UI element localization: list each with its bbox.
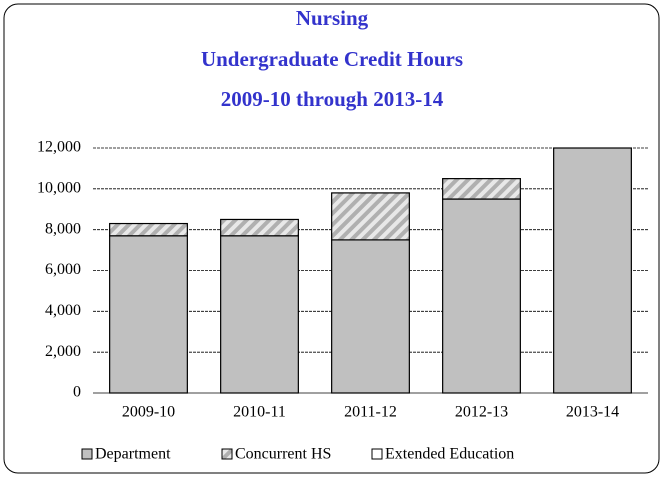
- bar-segment: [442, 178, 521, 200]
- bar-segment: [109, 235, 188, 394]
- y-tick-label: 0: [73, 384, 81, 401]
- legend-swatch: [371, 448, 383, 460]
- y-tick-label: 2,000: [45, 343, 81, 360]
- x-tick-label: 2009-10: [122, 404, 175, 421]
- chart-subtitle: 2009-10 through 2013-14: [221, 87, 444, 111]
- legend-swatch: [221, 448, 233, 460]
- y-tick-label: 10,000: [37, 180, 81, 197]
- y-tick-label: 8,000: [45, 220, 81, 237]
- bar-segment: [553, 147, 632, 394]
- x-tick-label: 2012-13: [455, 404, 508, 421]
- bar-segment: [331, 239, 410, 394]
- x-tick-label: 2010-11: [233, 404, 286, 421]
- bar-segment: [109, 222, 188, 237]
- y-tick-label: 12,000: [37, 139, 81, 156]
- x-tick-label: 2011-12: [344, 404, 397, 421]
- y-tick-label: 4,000: [45, 302, 81, 319]
- y-tick-label: 6,000: [45, 261, 81, 278]
- x-tick-label: 2013-14: [566, 404, 619, 421]
- legend-label: Extended Education: [385, 446, 514, 463]
- legend-label: Concurrent HS: [235, 446, 331, 463]
- legend-label: Department: [95, 446, 171, 463]
- chart-subtitle: Undergraduate Credit Hours: [201, 47, 463, 71]
- bar-segment: [442, 198, 521, 394]
- chart-title: Nursing: [296, 6, 369, 30]
- bar-segment: [331, 192, 410, 241]
- bar-segment: [220, 235, 299, 394]
- legend-swatch: [81, 448, 93, 460]
- bar-segment: [220, 218, 299, 237]
